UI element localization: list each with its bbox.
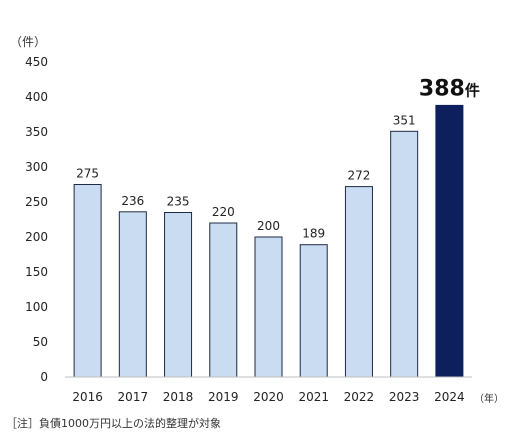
y-tick-label: 300	[25, 160, 48, 174]
x-axis-ticks: 2016 2017 2018 2019 2020 2021 2022 2023 2024	[72, 390, 464, 404]
y-axis-ticks: 0 50 100 150 200 250 300 350 400 450	[25, 55, 48, 384]
data-label-2017: 236	[121, 194, 144, 208]
x-tick-label: 2020	[253, 390, 284, 404]
data-label-2020: 200	[257, 219, 280, 233]
x-tick-label: 2022	[344, 390, 375, 404]
bar-2018	[164, 212, 193, 378]
x-tick-label: 2018	[163, 390, 194, 404]
y-tick-label: 200	[25, 230, 48, 244]
bar-2020	[254, 236, 283, 378]
data-label-2021: 189	[302, 227, 325, 241]
bar-2024	[435, 104, 464, 378]
bar-2022	[344, 186, 373, 378]
x-tick-label: 2017	[118, 390, 149, 404]
y-tick-label: 250	[25, 195, 48, 209]
x-axis-unit-label: （年）	[474, 392, 504, 405]
y-tick-label: 0	[40, 370, 48, 384]
bar-2017	[118, 211, 147, 378]
y-axis-unit-label: （件）	[10, 35, 46, 49]
x-tick-label: 2021	[298, 390, 329, 404]
data-label-2024: 388件	[419, 76, 480, 101]
data-label-2022: 272	[347, 169, 370, 183]
x-tick-label: 2016	[72, 390, 103, 404]
data-label-2023: 351	[393, 113, 416, 127]
y-tick-label: 350	[25, 125, 48, 139]
x-tick-label: 2019	[208, 390, 239, 404]
bar-2016	[73, 184, 102, 378]
y-tick-label: 450	[25, 55, 48, 69]
bar-2023	[390, 130, 419, 378]
y-tick-label: 50	[33, 335, 48, 349]
x-tick-label: 2023	[389, 390, 420, 404]
data-label-2016: 275	[76, 167, 99, 181]
y-tick-label: 100	[25, 300, 48, 314]
bar-2019	[209, 222, 238, 378]
data-label-2019: 220	[212, 205, 235, 219]
chart-footnote: ［注］負債1000万円以上の法的整理が対象	[6, 416, 221, 430]
data-label-2018: 235	[167, 195, 190, 209]
y-tick-label: 150	[25, 265, 48, 279]
bar-2021	[299, 244, 328, 378]
y-tick-label: 400	[25, 90, 48, 104]
x-tick-label: 2024	[434, 390, 465, 404]
